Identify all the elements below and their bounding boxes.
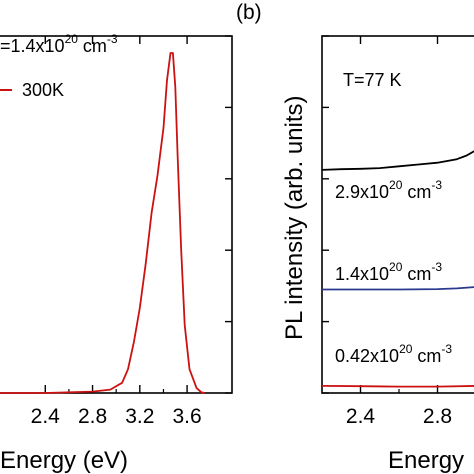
panel-a-frame: [0, 35, 233, 394]
panel-a-legend-label: 300K: [22, 80, 64, 100]
panel-a-x-tick-label: 3.6: [172, 405, 201, 428]
panel-b: (b) 2.4 2.8 T=77 K 2.9x1020 cm-3 1.4x1020…: [236, 1, 474, 474]
panel-b-series-line-1: [322, 286, 474, 291]
panel-b-label: (b): [236, 1, 262, 24]
panel-a-x-tick-label: 2.8: [78, 405, 107, 428]
panel-b-label-high: 2.9x1020 cm-3: [335, 178, 442, 202]
panel-b-x-axis-label: Energy: [388, 447, 464, 474]
panel-b-y-axis-label: PL intensity (arb. units): [281, 95, 308, 340]
panel-b-label-mid: 1.4x1020 cm-3: [335, 260, 442, 284]
panel-b-label-low: 0.42x1020 cm-3: [335, 342, 452, 366]
panel-b-series-line-0: [321, 150, 474, 171]
panel-a-density-annotation: =1.4x1020 cm-3: [0, 32, 118, 56]
panel-b-temperature-annotation: T=77 K: [343, 70, 402, 90]
panel-b-x-tick-label: 2.8: [423, 405, 452, 428]
panel-b-y-ticks: [322, 35, 329, 394]
panel-a-x-axis-label: Energy (eV): [0, 447, 128, 474]
panel-b-series-line-2: [321, 385, 474, 388]
panel-a-series-line-0: [0, 52, 205, 394]
panel-a-y-ticks: [225, 35, 232, 394]
panel-a-axes-frame: [0, 35, 233, 394]
panel-a-x-tick-label: 2.4: [31, 405, 61, 428]
panel-a-x-ticks: 2.4 2.8 3.2 3.6: [31, 36, 202, 428]
panel-a: 2.4 2.8 3.2 3.6 =1.4x1020 cm-3 300K Energy …: [0, 32, 233, 474]
panel-a-x-tick-label: 3.2: [125, 405, 154, 428]
panel-b-x-tick-label: 2.4: [346, 405, 376, 428]
panel-b-x-ticks: 2.4 2.8: [346, 36, 452, 428]
panel-b-series: [321, 150, 474, 388]
panel-a-series: [0, 52, 205, 394]
